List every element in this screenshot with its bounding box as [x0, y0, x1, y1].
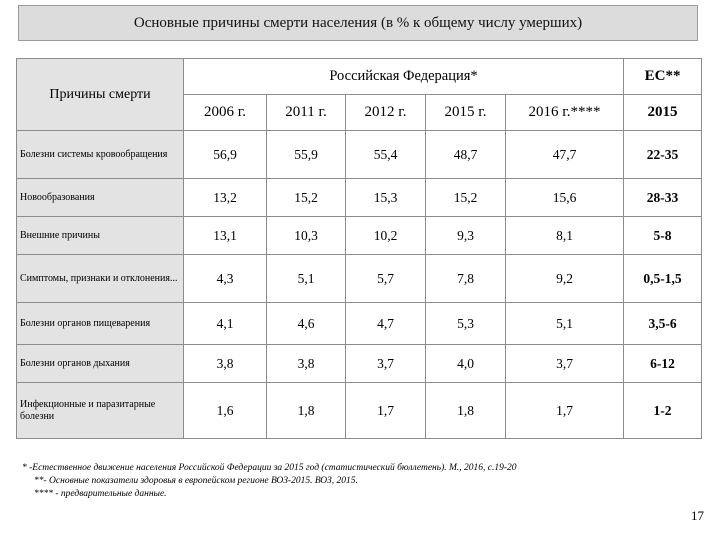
- value-cell: 4,1: [183, 302, 267, 345]
- cause-cell: Болезни системы кровообращения: [16, 130, 184, 179]
- value-cell: 56,9: [183, 130, 267, 179]
- year-header: 2006 г.: [183, 94, 267, 131]
- value-cell: 3,8: [183, 344, 267, 383]
- russia-group-header: Российская Федерация*: [182, 58, 625, 95]
- eu-year-header: 2015: [623, 94, 703, 131]
- table-row: Симптомы, признаки и отклонения... 4,3 5…: [16, 254, 703, 303]
- value-cell: 48,7: [425, 130, 506, 179]
- value-cell: 15,3: [345, 178, 426, 217]
- value-cell: 13,2: [183, 178, 267, 217]
- value-cell: 5,1: [266, 254, 346, 303]
- value-cell: 13,1: [183, 216, 267, 255]
- value-cell: 3,7: [345, 344, 426, 383]
- page-title: Основные причины смерти населения (в % к…: [18, 5, 698, 41]
- value-cell: 9,2: [504, 254, 625, 303]
- table-row: Болезни системы кровообращения 56,9 55,9…: [16, 130, 703, 179]
- value-cell: 1,7: [504, 382, 625, 439]
- value-cell: 1,8: [425, 382, 506, 439]
- eu-group-header: ЕС**: [623, 58, 703, 95]
- mortality-table: Причины смерти Российская Федерация* ЕС*…: [16, 58, 703, 439]
- cause-cell: Новообразования: [16, 178, 184, 217]
- table-row: Болезни органов дыхания 3,8 3,8 3,7 4,0 …: [16, 344, 703, 383]
- footnote-source-eu: **- Основные показатели здоровья в европ…: [34, 476, 358, 486]
- year-header: 2016 г.****: [504, 94, 625, 131]
- cause-cell: Болезни органов дыхания: [16, 344, 184, 383]
- value-cell: 4,6: [266, 302, 346, 345]
- table-row: Новообразования 13,2 15,2 15,3 15,2 15,6…: [16, 178, 703, 217]
- value-cell: 10,2: [345, 216, 426, 255]
- value-cell: 1,6: [183, 382, 267, 439]
- eu-value-cell: 5-8: [623, 216, 703, 255]
- value-cell: 15,2: [266, 178, 346, 217]
- value-cell: 3,7: [504, 344, 625, 383]
- value-cell: 5,7: [345, 254, 426, 303]
- table-row: Болезни органов пищеварения 4,1 4,6 4,7 …: [16, 302, 703, 345]
- year-header: 2015 г.: [425, 94, 506, 131]
- year-header: 2012 г.: [345, 94, 426, 131]
- eu-value-cell: 28-33: [623, 178, 703, 217]
- value-cell: 47,7: [504, 130, 625, 179]
- cause-column-header: Причины смерти: [16, 58, 184, 131]
- eu-value-cell: 0,5-1,5: [623, 254, 703, 303]
- footnotes: * -Естественное движение населения Росси…: [22, 462, 517, 501]
- value-cell: 5,3: [425, 302, 506, 345]
- eu-value-cell: 3,5-6: [623, 302, 703, 345]
- footnote-preliminary: **** - предварительные данные.: [34, 489, 167, 499]
- value-cell: 3,8: [266, 344, 346, 383]
- cause-cell: Внешние причины: [16, 216, 184, 255]
- year-header: 2011 г.: [266, 94, 346, 131]
- value-cell: 9,3: [425, 216, 506, 255]
- value-cell: 55,4: [345, 130, 426, 179]
- value-cell: 15,6: [504, 178, 625, 217]
- page-number: 17: [691, 508, 704, 523]
- value-cell: 10,3: [266, 216, 346, 255]
- value-cell: 4,3: [183, 254, 267, 303]
- eu-value-cell: 1-2: [623, 382, 703, 439]
- table-row: Внешние причины 13,1 10,3 10,2 9,3 8,1 5…: [16, 216, 703, 255]
- value-cell: 5,1: [504, 302, 625, 345]
- eu-value-cell: 6-12: [623, 344, 703, 383]
- value-cell: 8,1: [504, 216, 625, 255]
- value-cell: 15,2: [425, 178, 506, 217]
- footnote-source-rf: * -Естественное движение населения Росси…: [22, 463, 517, 473]
- value-cell: 7,8: [425, 254, 506, 303]
- value-cell: 55,9: [266, 130, 346, 179]
- cause-cell: Симптомы, признаки и отклонения...: [16, 254, 184, 303]
- value-cell: 1,8: [266, 382, 346, 439]
- value-cell: 1,7: [345, 382, 426, 439]
- cause-cell: Инфекционные и паразитарные болезни: [16, 382, 184, 439]
- eu-value-cell: 22-35: [623, 130, 703, 179]
- cause-cell: Болезни органов пищеварения: [16, 302, 184, 345]
- table-row: Инфекционные и паразитарные болезни 1,6 …: [16, 382, 703, 439]
- value-cell: 4,0: [425, 344, 506, 383]
- value-cell: 4,7: [345, 302, 426, 345]
